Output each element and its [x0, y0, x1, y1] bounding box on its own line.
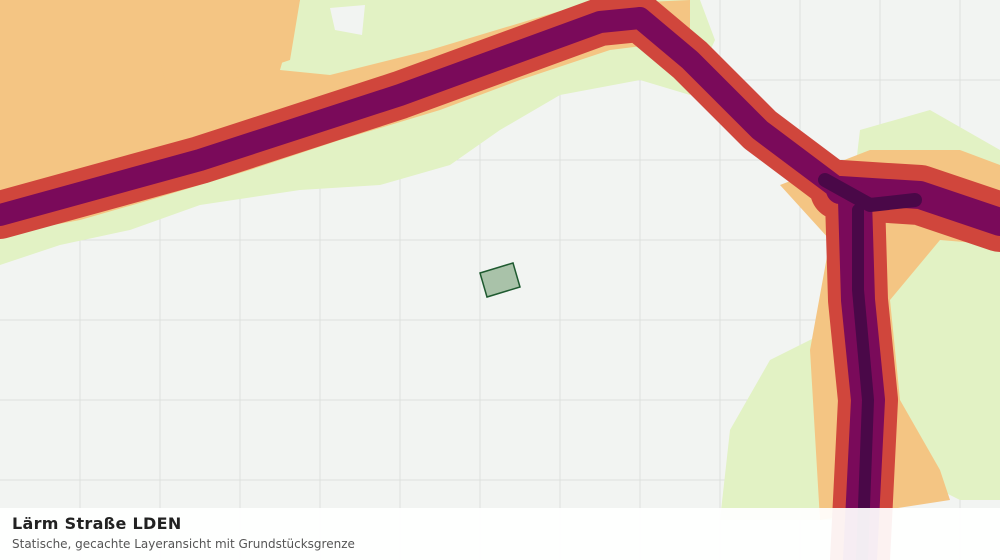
parcel-boundary[interactable]: [479, 262, 521, 298]
layer-subtitle: Statische, gecachte Layeransicht mit Gru…: [12, 537, 355, 551]
layer-title: Lärm Straße LDEN: [12, 514, 182, 533]
info-bar: Lärm Straße LDEN Statische, gecachte Lay…: [0, 508, 1000, 560]
